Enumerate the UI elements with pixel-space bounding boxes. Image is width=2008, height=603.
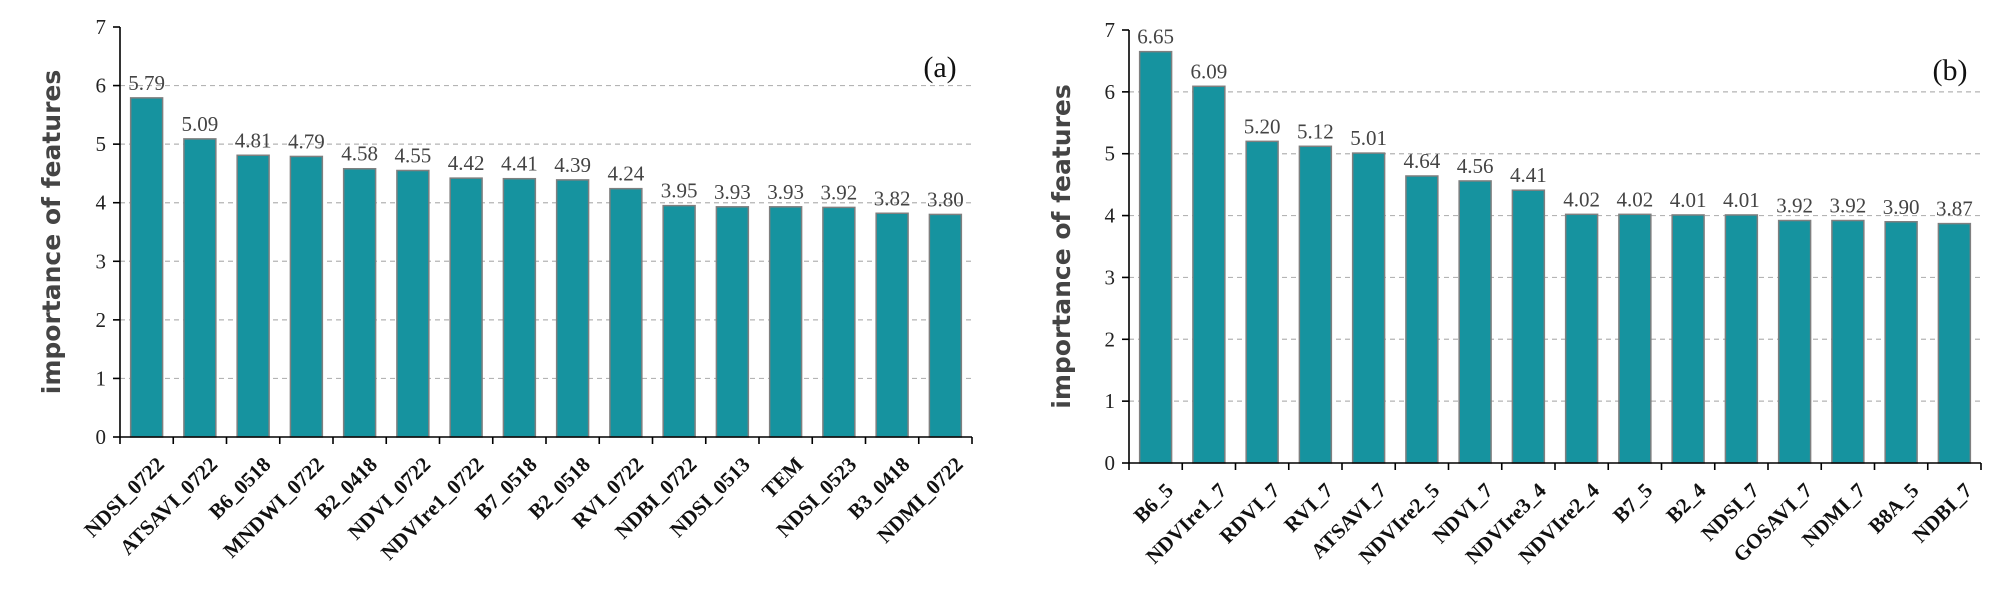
bar: [1405, 175, 1439, 464]
data-label: 5.01: [1350, 126, 1387, 150]
bar: [1777, 219, 1812, 464]
bar: [1671, 214, 1705, 464]
bar: [342, 167, 377, 438]
y-tick-label: 0: [96, 425, 107, 449]
data-label: 3.82: [874, 186, 911, 210]
bar: [715, 206, 750, 438]
data-label: 3.92: [1830, 194, 1867, 218]
bar: [1564, 213, 1599, 464]
data-label: 6.09: [1191, 59, 1228, 83]
data-label: 3.80: [927, 187, 964, 211]
data-label: 3.93: [767, 180, 804, 204]
bar: [768, 206, 803, 438]
y-tick-label: 7: [96, 15, 107, 39]
bar: [502, 177, 537, 438]
data-label: 3.92: [821, 180, 858, 204]
y-tick-label: 0: [1105, 451, 1116, 475]
data-label: 4.41: [501, 152, 538, 176]
panel-label: (b): [1933, 54, 1968, 87]
y-tick-label: 4: [1105, 204, 1116, 228]
bar: [1618, 213, 1652, 464]
bar: [1138, 50, 1173, 464]
data-label: 6.65: [1137, 25, 1174, 49]
data-label: 5.12: [1297, 119, 1334, 143]
bar: [1511, 189, 1546, 464]
chart-panel-a: 5.79NDSI_07225.09ATSAVI_07224.81B6_05184…: [37, 15, 973, 565]
bar: [396, 169, 430, 438]
data-label: 4.79: [288, 129, 325, 153]
y-tick-label: 5: [1105, 142, 1116, 166]
y-tick-label: 1: [1105, 389, 1116, 413]
y-axis-title: importance of features: [37, 70, 66, 395]
bar: [129, 97, 164, 438]
bar: [1884, 221, 1918, 464]
y-tick-label: 3: [96, 249, 107, 273]
data-label: 4.56: [1457, 154, 1494, 178]
data-label: 5.09: [182, 112, 219, 136]
x-tick-label: B7_5: [1608, 478, 1657, 527]
bar: [1724, 214, 1759, 464]
y-tick-label: 1: [96, 366, 107, 390]
bar: [1245, 140, 1279, 464]
y-tick-label: 2: [96, 308, 107, 332]
data-label: 4.01: [1670, 188, 1707, 212]
panel-label: (a): [923, 51, 956, 84]
data-label: 4.39: [554, 153, 591, 177]
x-tick-label: NDBI_7: [1908, 478, 1977, 547]
bar: [183, 138, 217, 438]
data-label: 3.92: [1776, 194, 1813, 218]
y-tick-label: 4: [96, 191, 107, 215]
x-tick-label: RDVI_7: [1215, 478, 1285, 548]
x-tick-label: B2_4: [1661, 478, 1711, 528]
data-label: 4.64: [1404, 149, 1441, 173]
x-tick-label: B6_5: [1129, 478, 1178, 527]
y-tick-label: 5: [96, 132, 107, 156]
y-tick-label: 3: [1105, 265, 1116, 289]
bar: [822, 206, 856, 438]
data-label: 3.87: [1936, 197, 1973, 221]
data-label: 3.93: [714, 180, 751, 204]
bar: [236, 154, 270, 438]
bar: [1831, 219, 1865, 464]
data-label: 3.90: [1883, 195, 1920, 219]
bar: [875, 212, 909, 438]
data-label: 3.95: [661, 179, 698, 203]
data-label: 4.41: [1510, 163, 1547, 187]
data-label: 4.02: [1617, 187, 1654, 211]
bar: [928, 213, 963, 438]
chart-panel-b: 6.65B6_56.09NDVIre1_75.20RDVI_75.12RVI_7…: [1047, 18, 1982, 568]
y-tick-label: 6: [96, 74, 107, 98]
y-tick-label: 7: [1105, 18, 1116, 42]
bar: [1298, 145, 1333, 464]
bar: [289, 155, 324, 438]
data-label: 4.24: [608, 162, 645, 186]
data-label: 4.55: [395, 144, 432, 168]
data-label: 4.58: [341, 142, 378, 166]
y-tick-label: 6: [1105, 80, 1116, 104]
data-label: 4.01: [1723, 188, 1760, 212]
bar: [1351, 152, 1386, 464]
bar: [1458, 180, 1492, 464]
bar: [609, 187, 643, 438]
data-label: 5.20: [1244, 114, 1281, 138]
y-axis-title: importance of features: [1047, 84, 1076, 409]
bar: [1937, 222, 1972, 464]
bar: [662, 204, 696, 438]
bar: [449, 177, 483, 438]
bar: [555, 179, 590, 438]
data-label: 4.81: [235, 128, 272, 152]
data-label: 5.79: [128, 71, 165, 95]
y-tick-label: 2: [1105, 327, 1116, 351]
data-label: 4.42: [448, 151, 485, 175]
data-label: 4.02: [1563, 187, 1600, 211]
bar: [1192, 85, 1226, 464]
